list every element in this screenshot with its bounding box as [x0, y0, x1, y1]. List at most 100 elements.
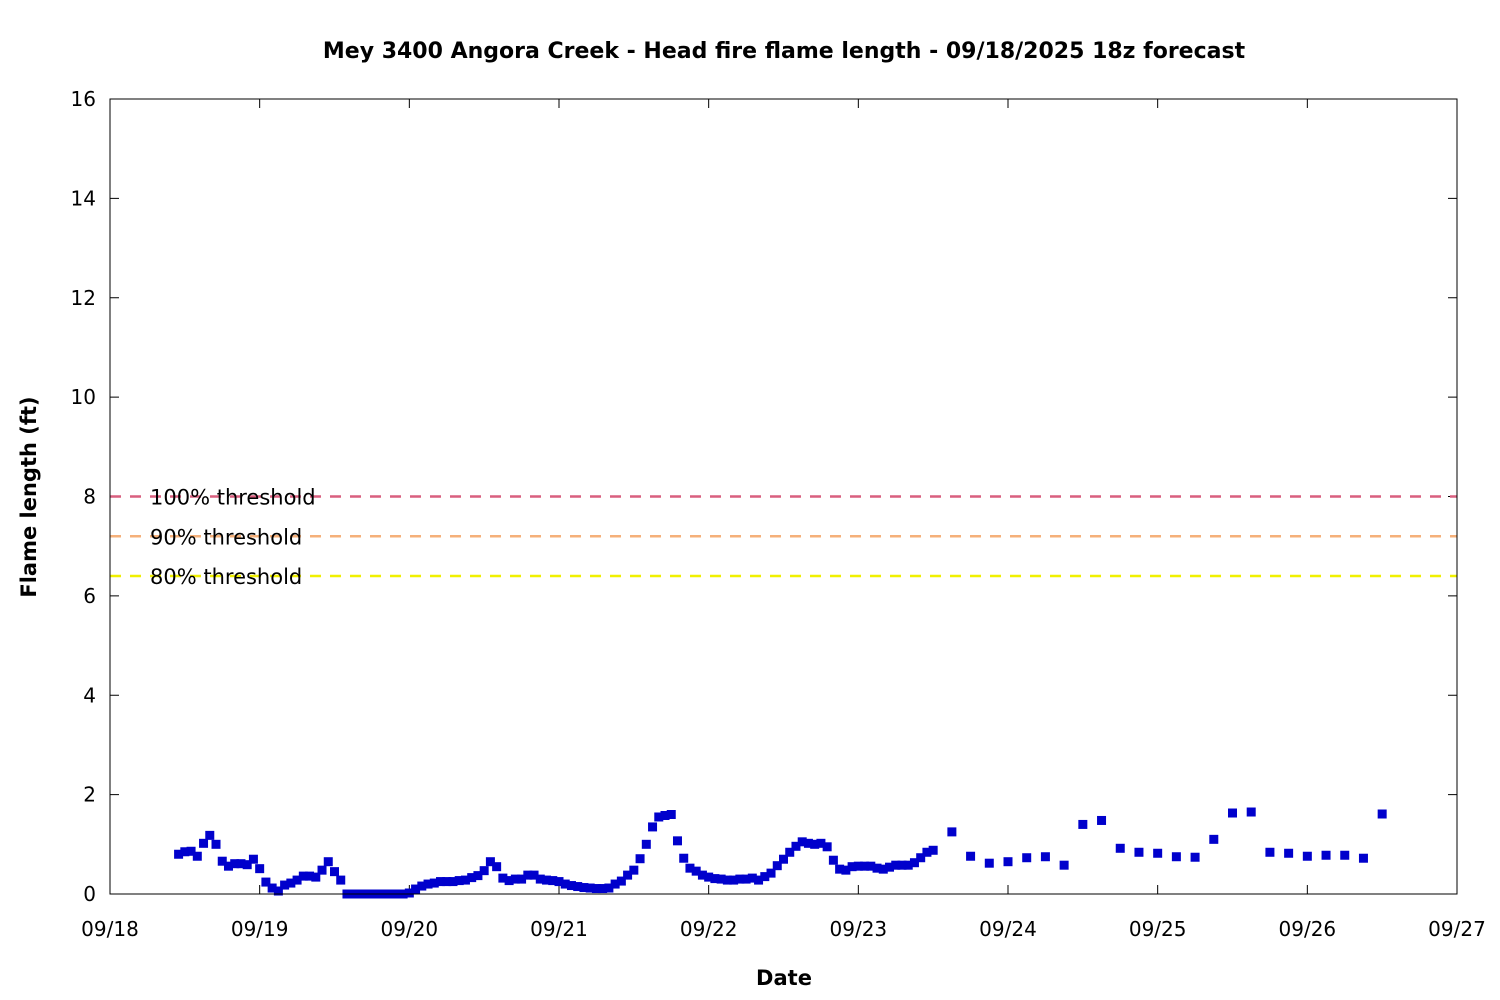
data-point — [280, 880, 290, 890]
y-tick-label: 8 — [83, 485, 96, 509]
threshold-label: 100% threshold — [150, 486, 316, 510]
data-point — [641, 839, 651, 849]
data-point — [866, 861, 876, 871]
data-point — [535, 874, 545, 884]
data-point — [554, 877, 564, 887]
data-point — [186, 846, 196, 856]
data-point — [816, 838, 826, 848]
data-point — [467, 873, 477, 883]
data-point — [523, 870, 533, 880]
data-point — [1190, 852, 1200, 862]
data-point — [835, 864, 845, 874]
data-point — [822, 842, 832, 852]
data-point — [1153, 848, 1163, 858]
data-point — [984, 858, 994, 868]
data-point — [760, 872, 770, 882]
data-point — [616, 876, 626, 886]
data-point — [267, 883, 277, 893]
data-point — [180, 847, 190, 857]
y-tick-label: 10 — [71, 385, 96, 409]
data-point — [828, 855, 838, 865]
data-point — [1358, 853, 1368, 863]
threshold-label: 90% threshold — [150, 525, 302, 549]
data-point — [635, 854, 645, 864]
y-tick-label: 6 — [83, 584, 96, 608]
data-point — [442, 877, 452, 887]
data-point — [510, 874, 520, 884]
data-point — [192, 851, 202, 861]
data-point — [623, 870, 633, 880]
data-point — [654, 812, 664, 822]
data-point — [779, 854, 788, 864]
data-point — [242, 860, 252, 870]
data-point — [872, 863, 882, 873]
data-point — [217, 856, 227, 866]
data-point — [803, 838, 813, 848]
data-point — [679, 853, 689, 863]
data-point — [716, 874, 726, 884]
data-point — [236, 859, 246, 869]
data-point — [311, 872, 321, 882]
data-point — [754, 875, 764, 885]
y-tick-label: 4 — [83, 683, 96, 707]
data-point — [1284, 848, 1294, 858]
data-point — [1246, 807, 1256, 817]
data-point — [1134, 847, 1144, 857]
data-point — [841, 865, 851, 875]
data-point — [741, 874, 751, 884]
data-point — [1022, 853, 1032, 863]
data-point — [797, 837, 807, 847]
data-point — [404, 888, 414, 898]
data-point — [473, 871, 483, 881]
data-point — [436, 877, 446, 887]
data-point — [273, 886, 283, 896]
data-point — [704, 872, 714, 882]
data-point — [261, 877, 271, 887]
data-point — [585, 883, 595, 893]
data-point — [317, 865, 327, 875]
data-point — [417, 881, 427, 891]
data-point — [909, 858, 919, 868]
data-point — [429, 878, 439, 888]
y-tick-label: 12 — [71, 286, 96, 310]
data-point — [1265, 847, 1275, 857]
data-point — [591, 884, 601, 894]
data-point — [411, 884, 421, 894]
data-point — [454, 876, 464, 886]
data-point — [248, 854, 258, 864]
x-tick-label: 09/21 — [530, 917, 588, 941]
data-point — [772, 861, 782, 871]
data-point — [735, 874, 745, 884]
data-point — [1228, 808, 1237, 818]
data-point — [517, 874, 527, 884]
data-point — [460, 875, 470, 885]
data-point — [529, 870, 539, 880]
x-tick-label: 09/27 — [1428, 917, 1486, 941]
data-point — [330, 867, 339, 877]
data-point — [947, 827, 957, 837]
y-axis-label: Flame length (ft) — [17, 396, 41, 597]
data-point — [666, 810, 676, 819]
data-point — [722, 875, 732, 885]
data-point — [292, 875, 302, 885]
x-tick-label: 09/20 — [381, 917, 439, 941]
data-point — [504, 876, 514, 886]
x-tick-label: 09/26 — [1279, 917, 1337, 941]
x-tick-label: 09/19 — [231, 917, 289, 941]
data-point — [199, 838, 209, 848]
data-point — [897, 860, 907, 870]
data-point — [1340, 850, 1350, 860]
data-point — [922, 847, 932, 857]
data-point — [305, 871, 315, 881]
data-point — [729, 875, 739, 885]
plot-frame — [109, 98, 1458, 895]
data-point — [648, 822, 658, 832]
data-point — [785, 847, 795, 857]
data-point — [492, 862, 502, 872]
y-tick-label: 2 — [83, 783, 96, 807]
data-point — [747, 873, 757, 883]
chart-title: Mey 3400 Angora Creek - Head fire flame … — [323, 39, 1246, 64]
data-point — [423, 879, 433, 889]
data-point — [598, 884, 608, 894]
data-point — [766, 868, 776, 878]
